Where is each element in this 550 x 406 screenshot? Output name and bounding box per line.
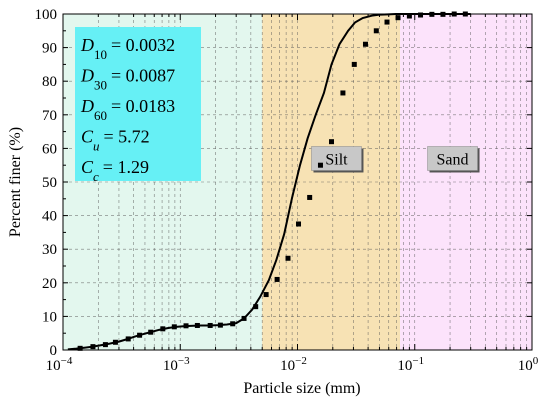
data-point	[102, 342, 108, 348]
x-tick-label: 100	[518, 355, 539, 374]
y-tick-label: 40	[42, 209, 57, 225]
data-point	[137, 332, 143, 338]
x-tick-label: 10−4	[46, 355, 73, 374]
data-point	[263, 292, 269, 298]
stat-line: D60 = 0.0183	[80, 96, 175, 123]
data-point	[362, 41, 368, 47]
data-point	[351, 61, 357, 67]
zone-label-silt: Silt	[311, 146, 364, 173]
zone-label-box	[427, 146, 478, 171]
data-point	[317, 162, 323, 168]
x-axis-title: Particle size (mm)	[243, 380, 360, 397]
stat-line: D10 = 0.0032	[80, 35, 175, 62]
y-tick-label: 20	[42, 276, 57, 292]
data-point	[125, 336, 131, 342]
y-tick-label: 70	[42, 108, 57, 124]
data-point	[194, 322, 200, 328]
stats-background	[75, 27, 201, 181]
data-point	[296, 221, 302, 227]
y-tick-label: 30	[42, 242, 57, 258]
data-point	[183, 323, 189, 329]
data-point	[77, 345, 83, 351]
zone-label-text: Silt	[325, 151, 348, 168]
data-point	[395, 15, 401, 21]
zone-label-sand: Sand	[427, 146, 480, 173]
data-point	[241, 315, 247, 321]
data-point	[373, 28, 379, 34]
y-axis-title: Percent finer (%)	[7, 127, 24, 237]
data-point	[307, 194, 313, 200]
zone-label-text: Sand	[437, 151, 469, 168]
data-point	[285, 255, 291, 261]
y-tick-label: 10	[42, 309, 57, 325]
data-point	[274, 276, 280, 282]
data-point	[160, 326, 166, 332]
data-point	[112, 339, 118, 345]
axes: 10−4 10−3 10−2 10−1 100 0 10 20 30 40 50 60 70 80 90 10…	[35, 7, 539, 374]
stat-line: Cu = 5.72	[81, 127, 150, 154]
data-point	[207, 322, 213, 328]
y-tick-label: 90	[42, 41, 57, 57]
x-tick-label: 10−1	[397, 355, 424, 374]
statistics-box: D10 = 0.0032 D30 = 0.0087 D60 = 0.0183 Cu = 5.7…	[75, 27, 201, 184]
y-tick-label: 80	[42, 74, 57, 90]
data-point	[230, 321, 236, 327]
y-tick-label: 60	[42, 141, 57, 157]
stat-line: Cc = 1.29	[81, 157, 149, 184]
data-point	[253, 304, 259, 310]
data-point	[148, 329, 154, 335]
data-point	[171, 324, 177, 330]
y-tick-label: 100	[35, 7, 58, 23]
y-tick-label: 50	[42, 175, 57, 191]
data-point	[340, 90, 346, 96]
data-point	[329, 139, 335, 145]
data-point	[418, 12, 424, 18]
y-tick-label: 0	[50, 343, 58, 359]
data-point	[90, 344, 96, 350]
x-tick-label: 10−3	[163, 355, 190, 374]
data-point	[384, 19, 390, 25]
data-point	[217, 322, 223, 328]
x-tick-label: 10−2	[280, 355, 307, 374]
stat-line: D30 = 0.0087	[80, 66, 175, 93]
